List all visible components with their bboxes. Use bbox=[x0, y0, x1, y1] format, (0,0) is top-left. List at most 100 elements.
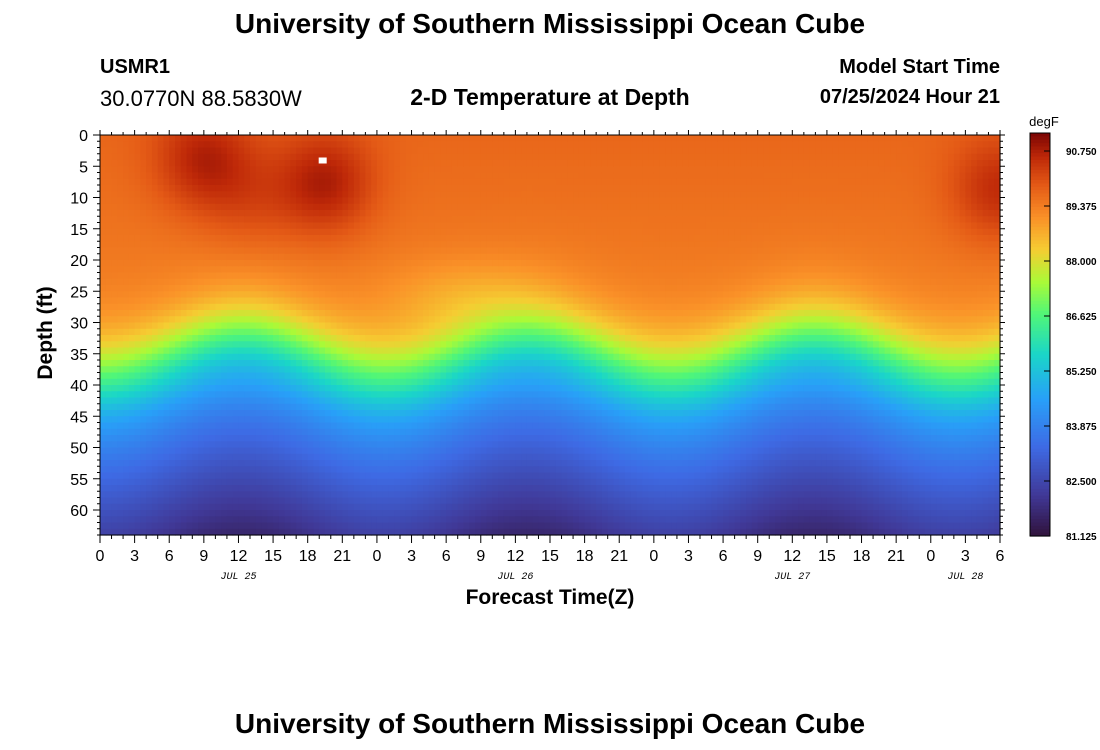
heatmap-cell bbox=[100, 497, 107, 505]
heatmap-cell bbox=[169, 247, 176, 255]
heatmap-cell bbox=[221, 228, 228, 236]
heatmap-cell bbox=[192, 303, 199, 311]
heatmap-cell bbox=[325, 303, 332, 311]
heatmap-cell bbox=[469, 391, 476, 399]
heatmap-cell bbox=[469, 485, 476, 492]
heatmap-cell bbox=[169, 335, 176, 342]
heatmap-cell bbox=[180, 378, 188, 386]
heatmap-cell bbox=[371, 247, 378, 255]
heatmap-cell bbox=[273, 260, 280, 267]
heatmap-cell bbox=[365, 316, 372, 324]
heatmap-cell bbox=[111, 516, 118, 524]
heatmap-cell bbox=[221, 141, 228, 149]
heatmap-cell bbox=[290, 416, 297, 424]
heatmap-cell bbox=[209, 466, 216, 474]
heatmap-cell bbox=[198, 228, 205, 236]
heatmap-cell bbox=[284, 216, 291, 224]
heatmap-cell bbox=[134, 416, 141, 424]
heatmap-cell bbox=[526, 347, 534, 355]
heatmap-cell bbox=[105, 397, 113, 405]
heatmap-cell bbox=[175, 366, 182, 374]
heatmap-cell bbox=[117, 522, 124, 530]
heatmap-cell bbox=[232, 135, 240, 142]
heatmap-cell bbox=[342, 441, 349, 449]
heatmap-cell bbox=[440, 247, 447, 255]
heatmap-cell bbox=[382, 178, 390, 186]
heatmap-cell bbox=[532, 278, 540, 286]
heatmap-cell bbox=[492, 385, 499, 392]
heatmap-cell bbox=[480, 166, 488, 174]
heatmap-cell bbox=[336, 197, 343, 205]
heatmap-cell bbox=[186, 191, 193, 199]
heatmap-cell bbox=[526, 235, 534, 242]
heatmap-cell bbox=[365, 178, 372, 186]
heatmap-cell bbox=[382, 285, 390, 292]
heatmap-cell bbox=[151, 366, 159, 374]
heatmap-cell bbox=[411, 166, 418, 174]
heatmap-cell bbox=[359, 353, 366, 361]
heatmap-cell bbox=[284, 353, 291, 361]
heatmap-cell bbox=[105, 341, 113, 349]
heatmap-cell bbox=[405, 453, 413, 461]
heatmap-cell bbox=[440, 478, 447, 486]
heatmap-cell bbox=[469, 491, 476, 499]
heatmap-cell bbox=[151, 385, 159, 392]
heatmap-cell bbox=[244, 160, 251, 167]
heatmap-cell bbox=[221, 503, 228, 511]
heatmap-cell bbox=[267, 372, 274, 380]
heatmap-cell bbox=[417, 203, 424, 211]
heatmap-cell bbox=[544, 278, 551, 286]
heatmap-cell bbox=[105, 272, 113, 280]
heatmap-cell bbox=[209, 272, 216, 280]
heatmap-cell bbox=[423, 160, 430, 167]
heatmap-cell bbox=[169, 447, 176, 455]
heatmap-cell bbox=[521, 285, 528, 292]
heatmap-cell bbox=[382, 460, 390, 467]
heatmap-cell bbox=[544, 510, 551, 517]
heatmap-cell bbox=[434, 385, 441, 392]
heatmap-cell bbox=[446, 297, 453, 305]
heatmap-cell bbox=[382, 153, 390, 161]
heatmap-cell bbox=[446, 353, 453, 361]
heatmap-cell bbox=[509, 353, 516, 361]
heatmap-cell bbox=[440, 516, 447, 524]
heatmap-cell bbox=[307, 528, 315, 536]
heatmap-cell bbox=[180, 210, 188, 217]
heatmap-cell bbox=[342, 416, 349, 424]
heatmap-cell bbox=[123, 491, 130, 499]
heatmap-cell bbox=[117, 322, 124, 330]
heatmap-cell bbox=[232, 203, 240, 211]
heatmap-cell bbox=[411, 460, 418, 467]
heatmap-cell bbox=[388, 466, 395, 474]
heatmap-cell bbox=[353, 528, 361, 536]
heatmap-cell bbox=[480, 328, 488, 336]
heatmap-cell bbox=[434, 316, 441, 324]
heatmap-cell bbox=[215, 310, 222, 317]
heatmap-cell bbox=[146, 391, 153, 399]
heatmap-cell bbox=[244, 522, 251, 530]
heatmap-cell bbox=[290, 366, 297, 374]
heatmap-cell bbox=[446, 147, 453, 155]
heatmap-cell bbox=[169, 378, 176, 386]
heatmap-cell bbox=[359, 347, 366, 355]
heatmap-cell bbox=[226, 328, 234, 336]
heatmap-cell bbox=[319, 460, 326, 467]
heatmap-cell bbox=[238, 466, 245, 474]
heatmap-cell bbox=[348, 297, 355, 305]
heatmap-cell bbox=[278, 347, 286, 355]
heatmap-cell bbox=[492, 197, 499, 205]
heatmap-cell bbox=[446, 422, 453, 430]
heatmap-cell bbox=[192, 385, 199, 392]
heatmap-cell bbox=[382, 391, 390, 399]
heatmap-cell bbox=[434, 266, 441, 274]
heatmap-cell bbox=[146, 272, 153, 280]
heatmap-cell bbox=[146, 178, 153, 186]
heatmap-cell bbox=[336, 485, 343, 492]
heatmap-cell bbox=[186, 222, 193, 230]
heatmap-cell bbox=[273, 266, 280, 274]
heatmap-cell bbox=[394, 216, 401, 224]
heatmap-cell bbox=[250, 441, 257, 449]
heatmap-cell bbox=[388, 335, 395, 342]
heatmap-cell bbox=[255, 503, 263, 511]
heatmap-cell bbox=[273, 447, 280, 455]
